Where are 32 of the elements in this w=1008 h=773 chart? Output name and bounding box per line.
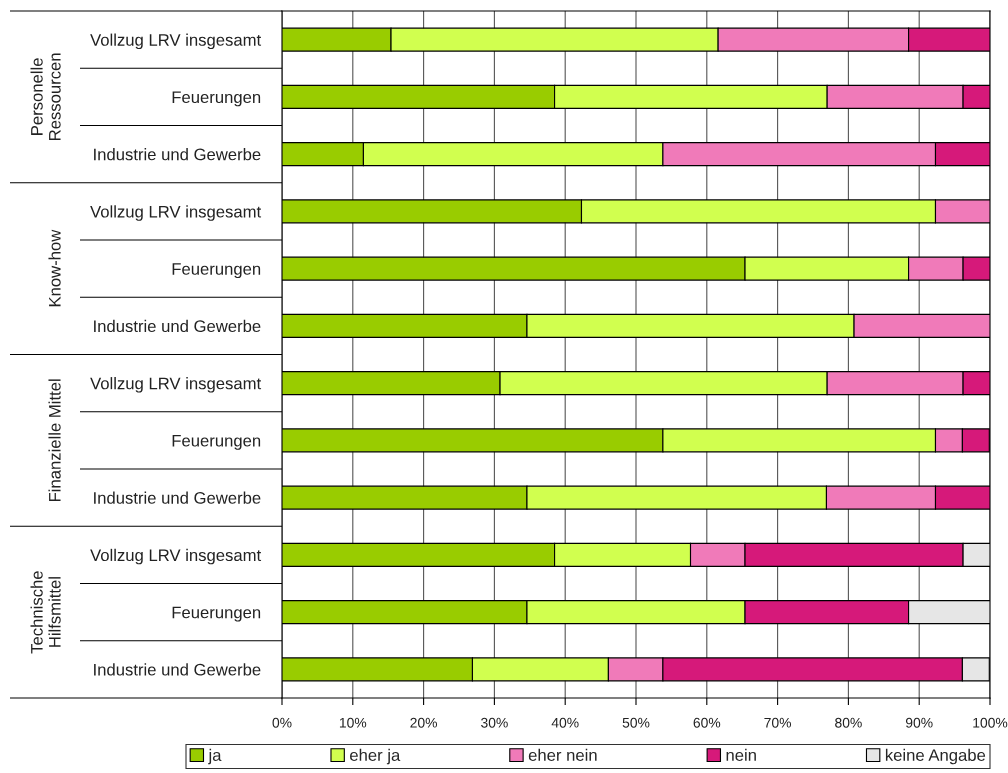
y-tick-label: Industrie und Gewerbe (94, 663, 261, 676)
x-tick-label: 30% (481, 717, 508, 728)
text: Finanzielle Mittel (48, 379, 61, 502)
x-tick-label: 40% (551, 717, 579, 728)
x-tick-label: 80% (835, 717, 862, 728)
legend-label: ja (208, 748, 222, 765)
y-tick-label: Feuerungen (172, 91, 261, 107)
y-tick-label: Vollzug LRV insgesamt (90, 548, 262, 565)
text: Personelle Ressourcen (30, 53, 61, 140)
x-tick-label: 20% (410, 717, 438, 728)
y-tick-label: Vollzug LRV insgesamt (90, 377, 262, 393)
y-tick-label: Industrie und Gewerbe (94, 319, 261, 333)
y-tick-label: Feuerungen (172, 434, 261, 450)
legend-label: nein (726, 748, 756, 762)
y-tick-label: Industrie und Gewerbe (94, 491, 261, 504)
y-tick-label: Industrie und Gewerbe (94, 148, 261, 161)
y-tick-label: Feuerungen (172, 263, 261, 279)
y-tick-label: Vollzug LRV insgesamt (90, 205, 262, 221)
x-tick-label: 50% (622, 717, 650, 728)
x-tick-label: 90% (905, 717, 933, 728)
legend-label: eher ja (350, 748, 401, 765)
x-tick-label: 0% (272, 717, 292, 728)
text: Know-how (48, 229, 61, 307)
y-tick-label: Feuerungen (172, 606, 261, 622)
x-tick-label: 70% (764, 717, 792, 728)
text: Technische Hilfsmittel (30, 571, 61, 654)
x-tick-label: 10% (339, 717, 367, 728)
legend-label: eher nein (528, 748, 597, 762)
x-tick-label: 60% (693, 717, 721, 728)
legend-label: keine Angabe (885, 748, 986, 765)
y-tick-label: Vollzug LRV insgesamt (90, 33, 262, 50)
x-tick-label: 100% (973, 717, 1008, 728)
